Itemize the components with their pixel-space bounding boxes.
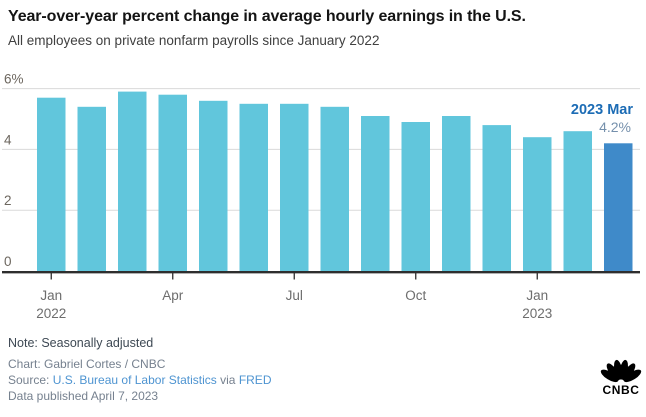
bar-feb-2022: [77, 106, 106, 271]
cnbc-logo: CNBC: [599, 356, 643, 400]
bar-jun-2022: [239, 103, 268, 271]
source-via: via: [216, 373, 239, 387]
y-axis-tick-label: 2: [4, 193, 12, 208]
bar-sep-2022: [361, 116, 390, 271]
x-axis-tick-label: Apr: [162, 288, 184, 303]
bar-nov-2022: [442, 116, 471, 271]
source-prefix: Source:: [8, 373, 53, 387]
cnbc-logo-text: CNBC: [602, 383, 639, 397]
x-axis-tick-label: Jan: [40, 288, 62, 303]
y-axis-tick-label: 4: [4, 132, 12, 147]
bar-mar-2023: [604, 143, 633, 271]
bar-jan-2023: [523, 137, 552, 271]
source-line: Source: U.S. Bureau of Labor Statistics …: [8, 373, 271, 387]
highlight-value: 4.2%: [599, 119, 631, 135]
bar-feb-2023: [563, 131, 592, 271]
y-axis-tick-label: 0: [4, 254, 12, 269]
bar-jan-2022: [37, 97, 66, 271]
x-axis-tick-label: 2023: [522, 306, 552, 321]
highlight-label: 2023 Mar: [571, 102, 633, 118]
bar-aug-2022: [320, 106, 349, 271]
x-axis-tick-label: Jul: [286, 288, 303, 303]
published-line: Data published April 7, 2023: [8, 389, 159, 403]
bar-mar-2022: [118, 91, 147, 271]
source-link-bls[interactable]: U.S. Bureau of Labor Statistics: [52, 373, 217, 387]
chart-subtitle: All employees on private nonfarm payroll…: [8, 33, 380, 48]
bar-may-2022: [199, 100, 228, 271]
credit-line: Chart: Gabriel Cortes / CNBC: [8, 357, 166, 371]
bar-chart: 0 2 4 6% Jan 2022 Apr Jul Oct Jan 2023 2023 Mar 4.2%: [0, 55, 646, 325]
x-axis-tick-label: Oct: [405, 288, 426, 303]
chart-title: Year-over-year percent change in average…: [8, 8, 526, 25]
note-line: Note: Seasonally adjusted: [8, 336, 154, 350]
source-link-fred[interactable]: FRED: [238, 373, 272, 387]
bar-apr-2022: [158, 94, 187, 271]
peacock-icon: CNBC: [600, 359, 642, 397]
x-axis-tick-label: 2022: [36, 306, 66, 321]
x-axis-tick-label: Jan: [526, 288, 548, 303]
bar-oct-2022: [401, 122, 430, 271]
bar-jul-2022: [280, 103, 309, 271]
bar-dec-2022: [482, 125, 511, 271]
y-axis-tick-label: 6%: [4, 72, 24, 87]
